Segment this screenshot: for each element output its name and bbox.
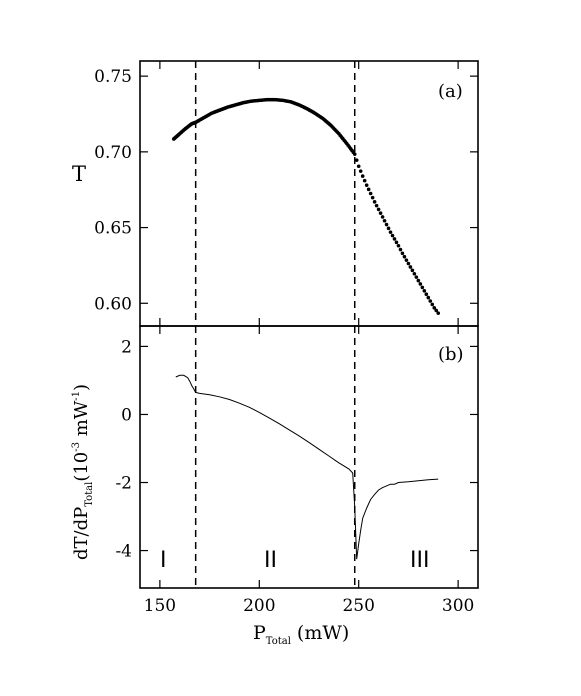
data-point <box>410 268 415 273</box>
data-point <box>364 183 369 187</box>
data-point <box>434 308 439 313</box>
ytick-label: -2 <box>115 474 132 494</box>
ylabel-sub: Total <box>84 482 95 507</box>
xtick-label: 200 <box>243 596 275 616</box>
xlabel-sub: Total <box>266 636 291 647</box>
data-point <box>384 222 389 227</box>
data-point <box>408 265 413 269</box>
region-label-iii: III <box>410 548 429 573</box>
data-point <box>432 306 437 310</box>
data-point <box>422 288 427 293</box>
ytick-label: 0.75 <box>94 67 132 87</box>
data-point <box>398 247 403 252</box>
region-label-i: I <box>160 548 167 573</box>
ytick-label: 0.70 <box>94 143 132 163</box>
xtick-label: 250 <box>342 596 374 616</box>
panel-a-ylabel: T <box>72 162 86 186</box>
data-point <box>394 240 399 245</box>
data-point <box>416 278 421 283</box>
ytick-label: 0 <box>121 405 132 425</box>
data-point <box>390 233 395 238</box>
xtick-label: 300 <box>442 596 474 616</box>
data-point <box>418 282 423 286</box>
data-point <box>378 211 383 215</box>
data-point <box>396 243 401 248</box>
data-point <box>354 158 359 162</box>
data-point <box>436 311 441 315</box>
xtick-label: 150 <box>144 596 176 616</box>
panel-b-vlines <box>194 326 356 588</box>
panel-b-ticks <box>140 326 478 588</box>
ylabel-close: ) <box>71 384 92 391</box>
ylabel-unit-sup: -1 <box>71 391 82 401</box>
data-point <box>402 254 407 259</box>
panel-b: (b) -4-202 150 200 250 300 I II III dT/dPTo… <box>71 325 479 647</box>
data-point <box>352 152 357 156</box>
panel-b-xtick-labels: 150 200 250 300 <box>144 596 475 616</box>
data-point <box>392 237 397 241</box>
data-point <box>406 261 411 266</box>
ylabel-unit: mW <box>71 400 92 442</box>
data-point <box>366 187 371 192</box>
panel-a-frame <box>139 60 479 327</box>
xlabel-main: P <box>253 622 266 644</box>
data-point <box>412 271 417 276</box>
panel-a-points <box>172 97 441 315</box>
panel-b-frame <box>139 325 479 589</box>
data-point <box>388 230 393 234</box>
data-point <box>372 200 377 204</box>
panel-a: (a) T 0.60 0.65 0.70 0.75 <box>72 60 479 327</box>
panel-a-vlines <box>194 61 356 326</box>
data-point <box>428 299 433 303</box>
data-point <box>404 258 409 262</box>
data-point <box>430 302 435 307</box>
ylabel-rest: (10 <box>71 452 92 482</box>
ytick-label: 0.60 <box>94 294 132 314</box>
ytick-label: -4 <box>115 542 132 562</box>
data-point <box>374 203 379 208</box>
ylabel-main: dT/dP <box>71 507 92 560</box>
data-point <box>420 285 425 290</box>
panel-b-xlabel: PTotal (mW) <box>253 622 349 647</box>
data-point <box>400 251 405 256</box>
panel-b-ylabel: dT/dPTotal(10-3 mW-1) <box>71 384 95 560</box>
data-point <box>380 215 385 219</box>
data-point <box>356 164 361 169</box>
ytick-label: 0.65 <box>94 219 132 239</box>
panel-b-series-line <box>175 374 439 560</box>
data-point <box>360 174 365 178</box>
panel-a-ticks <box>140 61 478 326</box>
data-point <box>426 295 431 300</box>
data-point <box>414 275 419 279</box>
panel-a-label: (a) <box>438 81 463 102</box>
panel-b-ytick-labels: -4 -2 0 2 <box>115 337 132 561</box>
region-label-ii: II <box>264 548 277 573</box>
ytick-label: 2 <box>121 337 132 357</box>
data-point <box>386 226 391 231</box>
data-point <box>362 178 367 183</box>
data-point <box>368 191 373 196</box>
xlabel-unit: (mW) <box>291 622 349 644</box>
data-point <box>382 218 387 223</box>
data-point <box>376 207 381 212</box>
data-point <box>358 169 363 173</box>
data-point <box>424 292 429 297</box>
panel-a-ytick-labels: 0.60 0.65 0.70 0.75 <box>94 67 132 314</box>
data-point <box>370 195 375 200</box>
panel-b-label: (b) <box>438 344 464 365</box>
ylabel-sup: -3 <box>71 442 82 452</box>
